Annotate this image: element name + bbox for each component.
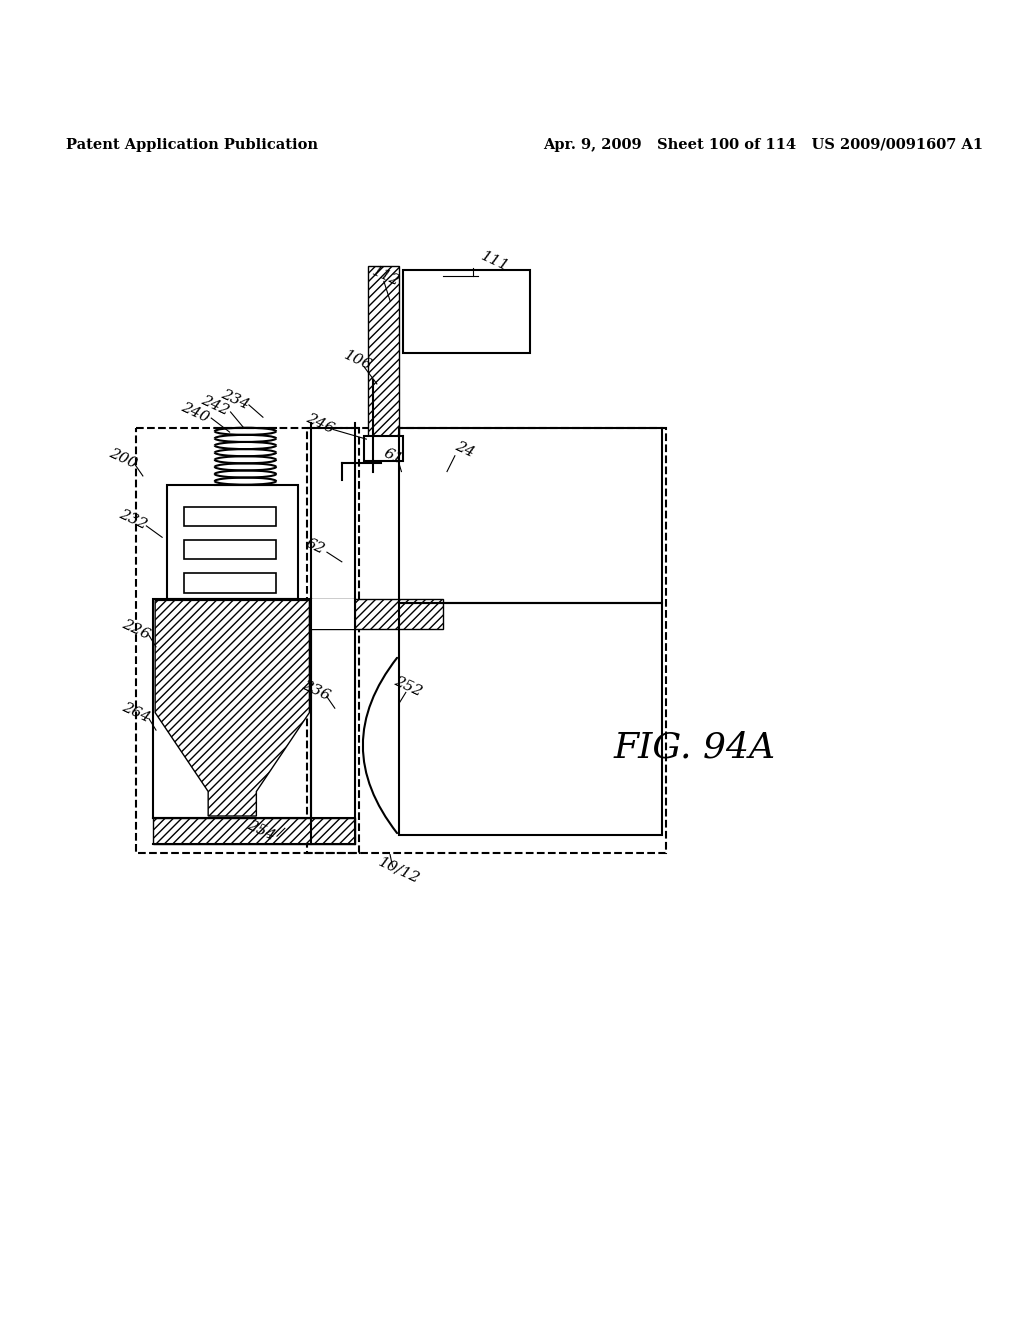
Text: FIG. 94A: FIG. 94A — [613, 731, 775, 764]
Bar — [398, 428, 662, 603]
Text: 246: 246 — [304, 411, 336, 436]
Bar — [403, 271, 530, 354]
Text: 232: 232 — [117, 507, 150, 532]
Text: 234: 234 — [219, 387, 251, 412]
Text: 106: 106 — [341, 347, 374, 372]
Bar — [271, 599, 442, 630]
Bar — [398, 603, 662, 836]
Text: 264: 264 — [120, 700, 153, 725]
Bar — [307, 428, 667, 853]
Bar — [154, 818, 355, 843]
Text: 252: 252 — [391, 673, 424, 698]
Bar — [184, 573, 276, 593]
Text: 24: 24 — [453, 440, 476, 461]
Text: 111: 111 — [479, 248, 511, 273]
Text: 254: 254 — [245, 818, 278, 843]
Text: 240: 240 — [178, 400, 211, 425]
Bar — [364, 437, 403, 461]
Text: 61: 61 — [381, 446, 404, 467]
Text: 62: 62 — [304, 536, 328, 557]
Text: 236: 236 — [299, 678, 332, 704]
Bar — [368, 265, 398, 454]
Text: 112: 112 — [370, 264, 401, 289]
Bar — [154, 599, 311, 818]
Text: 200: 200 — [106, 446, 139, 471]
Bar — [167, 484, 298, 599]
Text: 10/12: 10/12 — [376, 854, 422, 886]
Bar — [311, 599, 355, 630]
Text: 226: 226 — [120, 616, 153, 642]
Text: Apr. 9, 2009   Sheet 100 of 114   US 2009/0091607 A1: Apr. 9, 2009 Sheet 100 of 114 US 2009/00… — [544, 137, 983, 152]
Text: 242: 242 — [199, 393, 231, 418]
Bar — [184, 540, 276, 560]
Text: Patent Application Publication: Patent Application Publication — [66, 137, 317, 152]
Polygon shape — [156, 601, 309, 816]
Bar — [136, 428, 359, 853]
Bar — [184, 507, 276, 525]
